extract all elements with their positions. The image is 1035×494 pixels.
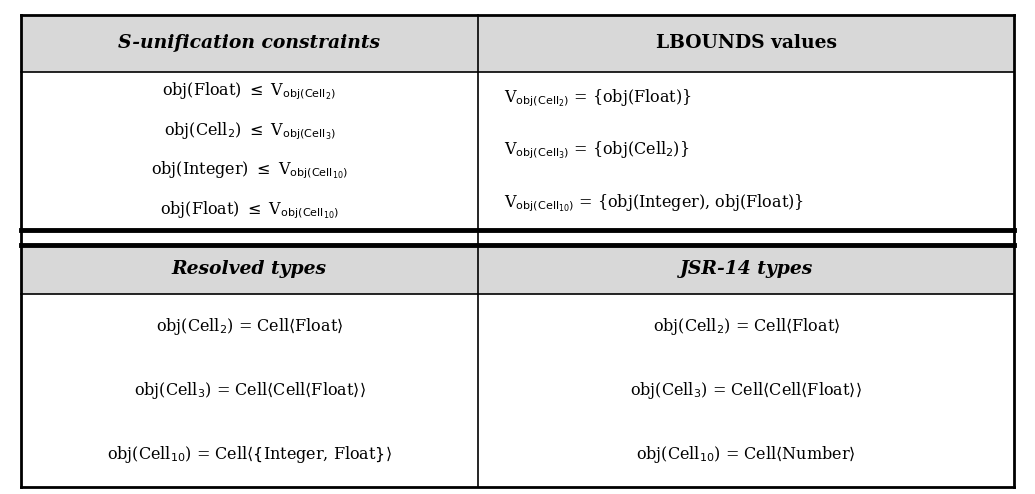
Text: V$_{\mathsf{obj(Cell_2)}}$ = {obj(Float)}: V$_{\mathsf{obj(Cell_2)}}$ = {obj(Float)… (504, 87, 691, 109)
Text: LBOUNDS values: LBOUNDS values (656, 34, 836, 52)
Text: Resolved types: Resolved types (172, 260, 327, 278)
Text: obj(Cell$_3$) = Cell$\langle$Cell$\langle$Float$\rangle\rangle$: obj(Cell$_3$) = Cell$\langle$Cell$\langl… (134, 380, 365, 401)
Bar (21, 15, 478, 72)
Text: JSR-14 types: JSR-14 types (680, 260, 812, 278)
Text: obj(Cell$_2$) = Cell$\langle$Float$\rangle$: obj(Cell$_2$) = Cell$\langle$Float$\rang… (652, 316, 840, 336)
Text: obj(Integer) $\leq$ V$_{\mathsf{obj(Cell_{10})}}$: obj(Integer) $\leq$ V$_{\mathsf{obj(Cell… (151, 160, 348, 181)
Text: obj(Float) $\leq$ V$_{\mathsf{obj(Cell_2)}}$: obj(Float) $\leq$ V$_{\mathsf{obj(Cell_2… (162, 81, 336, 102)
Text: obj(Cell$_3$) = Cell$\langle$Cell$\langle$Float$\rangle\rangle$: obj(Cell$_3$) = Cell$\langle$Cell$\langl… (630, 380, 862, 401)
Bar (478, 15, 1014, 72)
Text: S-unification constraints: S-unification constraints (118, 34, 381, 52)
Bar (478, 245, 1014, 294)
Text: obj(Cell$_2$) = Cell$\langle$Float$\rangle$: obj(Cell$_2$) = Cell$\langle$Float$\rang… (155, 316, 344, 336)
Text: V$_{\mathsf{obj(Cell_3)}}$ = {obj(Cell$_2$)}: V$_{\mathsf{obj(Cell_3)}}$ = {obj(Cell$_… (504, 140, 689, 162)
Text: obj(Cell$_2$) $\leq$ V$_{\mathsf{obj(Cell_3)}}$: obj(Cell$_2$) $\leq$ V$_{\mathsf{obj(Cel… (164, 120, 335, 142)
Bar (21, 245, 478, 294)
Text: obj(Float) $\leq$ V$_{\mathsf{obj(Cell_{10})}}$: obj(Float) $\leq$ V$_{\mathsf{obj(Cell_{… (160, 199, 338, 221)
Text: obj(Cell$_{10}$) = Cell$\langle\{$Integer, Float$\}\rangle$: obj(Cell$_{10}$) = Cell$\langle\{$Intege… (107, 444, 392, 465)
Text: V$_{\mathsf{obj(Cell_{10})}}$ = {obj(Integer), obj(Float)}: V$_{\mathsf{obj(Cell_{10})}}$ = {obj(Int… (504, 193, 804, 214)
Text: obj(Cell$_{10}$) = Cell$\langle$Number$\rangle$: obj(Cell$_{10}$) = Cell$\langle$Number$\… (637, 444, 856, 465)
